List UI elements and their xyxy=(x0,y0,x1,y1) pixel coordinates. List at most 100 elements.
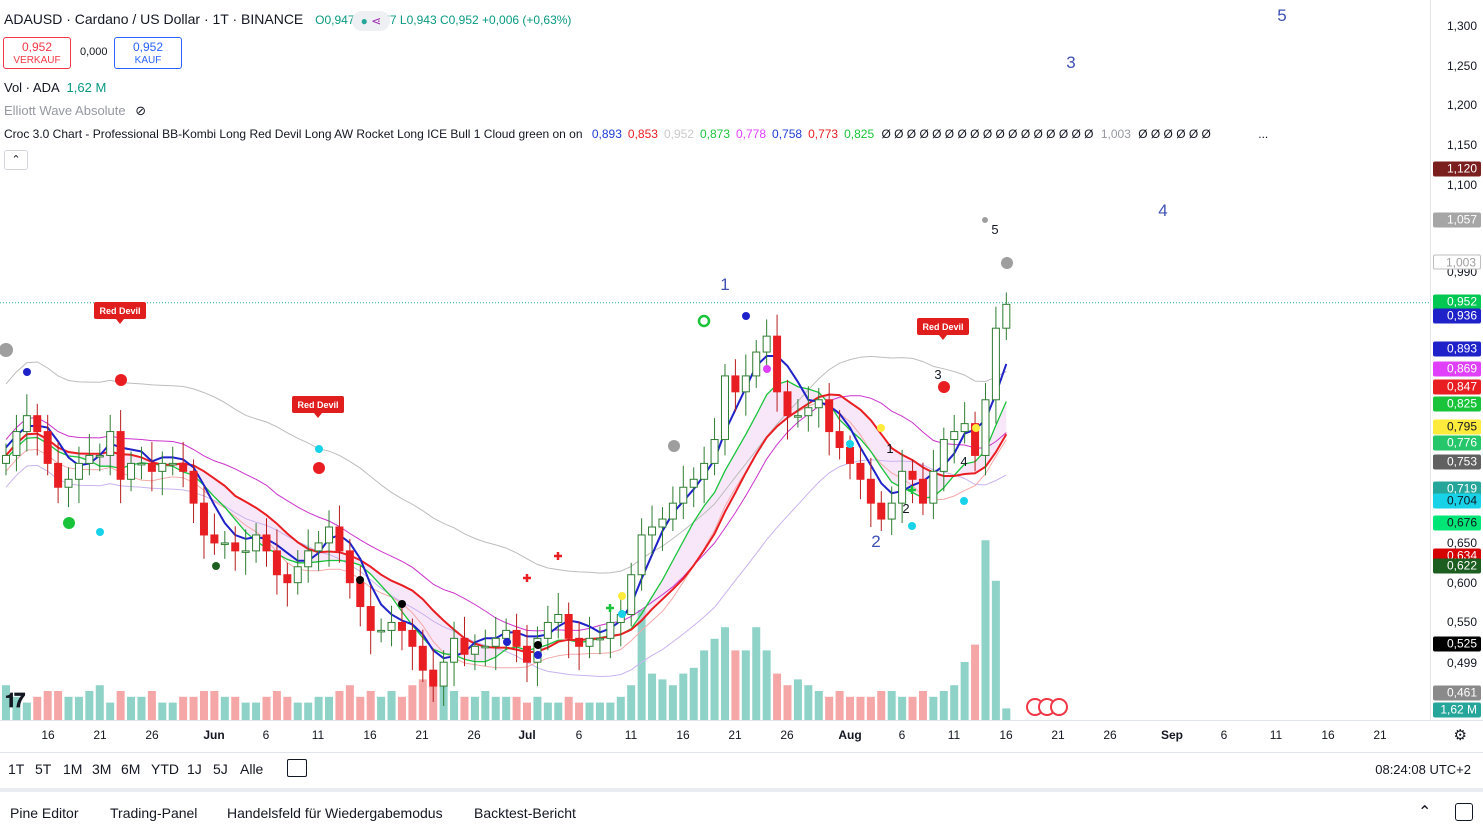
volume-bar xyxy=(898,696,907,720)
blue-line xyxy=(5,355,1008,660)
candle-body xyxy=(679,486,688,504)
candle-body xyxy=(950,431,959,441)
volume-bar xyxy=(689,667,698,720)
volume-bar xyxy=(210,691,219,720)
croc-more[interactable]: ... xyxy=(1258,127,1269,141)
candle-body xyxy=(283,574,292,584)
range-button[interactable]: 3M xyxy=(92,761,112,777)
volume-bar xyxy=(85,691,94,720)
volume-bar xyxy=(814,691,823,720)
time-axis-label: 16 xyxy=(1321,728,1335,742)
symbol-title[interactable]: ADAUSD · Cardano / US Dollar · 1T · BINA… xyxy=(4,11,304,27)
range-button[interactable]: YTD xyxy=(151,761,179,777)
volume-bar xyxy=(231,696,240,720)
tab-pine-editor[interactable]: Pine Editor xyxy=(10,805,79,821)
clock[interactable]: 08:24:08 UTC+2 xyxy=(1375,762,1471,777)
bottom-panel-bar: Pine Editor Trading-Panel Handelsfeld fü… xyxy=(0,788,1483,833)
signal-dot xyxy=(313,462,325,474)
candle-body xyxy=(345,550,354,584)
volume-bar xyxy=(2,685,10,720)
candle-body xyxy=(2,454,10,464)
spread-value: 0,000 xyxy=(80,46,108,58)
calendar-icon[interactable] xyxy=(287,759,307,777)
bollinger-upper-line xyxy=(5,355,1007,574)
volume-bar xyxy=(335,691,344,720)
eye-hidden-icon[interactable]: ⊘ xyxy=(135,103,147,118)
croc-value: 0,773 xyxy=(808,127,839,141)
candle-body xyxy=(939,439,948,472)
candle-body xyxy=(752,351,761,377)
maximize-panel-icon[interactable] xyxy=(1455,803,1473,821)
candle-body xyxy=(220,542,229,545)
tab-backtest-report[interactable]: Backtest-Bericht xyxy=(474,805,576,821)
time-axis-label: 21 xyxy=(415,728,429,742)
chart-area[interactable]: Red Devil Red Devil Red Devil 1 2 3 4 5 1 2 3 4 5 AD… xyxy=(0,0,1430,720)
volume-legend[interactable]: Vol · ADA 1,62 M xyxy=(4,80,106,95)
croc-values: 0,893 0,853 0,952 0,873 0,778 0,758 0,773 0,825 xyxy=(586,127,874,141)
volume-bar xyxy=(106,702,115,720)
candle-body xyxy=(74,462,83,480)
elliott-wave-sublabel: 3 xyxy=(934,367,941,382)
elliott-wave-label: 5 xyxy=(1277,6,1286,25)
candle-body xyxy=(179,462,188,472)
volume-bar xyxy=(12,696,21,720)
candle-body xyxy=(33,415,42,433)
croc-value: 0,825 xyxy=(844,127,875,141)
elliott-legend[interactable]: Elliott Wave Absolute ⊘ xyxy=(4,103,146,119)
price-chart[interactable]: Red Devil Red Devil Red Devil 1 2 3 4 5 1 2 3 4 5 xyxy=(0,0,1430,720)
volume-bar xyxy=(179,696,188,720)
range-button[interactable]: 1T xyxy=(8,761,25,777)
candle-body xyxy=(12,431,21,456)
candle-body xyxy=(762,335,771,353)
economic-events-icon[interactable] xyxy=(1026,698,1070,716)
time-axis-label: Jul xyxy=(518,728,536,742)
range-button[interactable]: 1M xyxy=(63,761,83,777)
buy-button[interactable]: 0,952 KAUF xyxy=(114,37,182,69)
range-button[interactable]: 5J xyxy=(213,761,228,777)
volume-bar xyxy=(418,679,427,720)
candle-body xyxy=(918,478,927,504)
elliott-wave-label: 3 xyxy=(1066,53,1075,72)
croc-legend[interactable]: Croc 3.0 Chart - Professional BB-Kombi L… xyxy=(4,127,1268,141)
tradingview-logo[interactable]: 𝟏𝟕 xyxy=(5,690,25,712)
price-tag: 0,847 xyxy=(1433,379,1481,395)
volume-bar xyxy=(700,650,709,720)
time-axis[interactable]: ⚙ 16 21 26 Jun 6 11 16 21 26 Jul 6 11 16 21 26 Aug 6 11 16… xyxy=(0,720,1483,748)
time-axis-label: 11 xyxy=(947,728,961,742)
sell-price: 0,952 xyxy=(21,40,53,54)
volume-bar xyxy=(397,696,406,720)
croc-value-1003: 1,003 xyxy=(1100,127,1131,141)
candle-body xyxy=(533,637,542,663)
price-tag: 0,704 xyxy=(1433,493,1481,509)
elliott-wave-sublabel: 1 xyxy=(886,441,893,456)
range-button[interactable]: 1J xyxy=(187,761,202,777)
bottom-toolbar: 1T 5T 1M 3M 6M YTD 1J 5J Alle 08:24:08 UTC+2 xyxy=(0,752,1483,784)
candle-body xyxy=(189,470,198,504)
ohlc-close: C0,952 xyxy=(439,13,479,27)
price-axis[interactable]: 1,300 1,250 1,200 1,150 1,100 0,990 0,650 0,600… xyxy=(1430,0,1483,720)
collapse-legend-button[interactable]: ⌃ xyxy=(4,150,28,170)
expand-panel-icon[interactable]: ⌃ xyxy=(1418,804,1432,821)
volume-bar xyxy=(846,696,855,720)
signal-dot xyxy=(908,522,916,530)
tab-replay-panel[interactable]: Handelsfeld für Wiedergabemodus xyxy=(227,805,443,821)
price-tag: 0,936 xyxy=(1433,308,1481,324)
red-devil-label xyxy=(917,318,969,335)
candle-body xyxy=(846,446,855,464)
sell-button[interactable]: 0,952 VERKAUF xyxy=(3,37,71,69)
axis-settings-icon[interactable]: ⚙ xyxy=(1453,727,1467,744)
red-devil-text: Red Devil xyxy=(297,400,338,410)
tab-trading-panel[interactable]: Trading-Panel xyxy=(110,805,198,821)
range-button[interactable]: Alle xyxy=(240,761,264,777)
volume-bar xyxy=(64,696,73,720)
candle-body xyxy=(470,645,479,655)
candle-body xyxy=(793,415,802,418)
signal-dot xyxy=(96,528,104,536)
range-button[interactable]: 5T xyxy=(35,761,52,777)
volume-bar xyxy=(866,696,875,720)
price-tag: 0,525 xyxy=(1433,636,1481,652)
range-button[interactable]: 6M xyxy=(121,761,141,777)
market-status-pill[interactable]: ● ⋖ xyxy=(352,11,390,31)
volume-bar xyxy=(54,691,63,720)
volume-bar xyxy=(616,696,625,720)
